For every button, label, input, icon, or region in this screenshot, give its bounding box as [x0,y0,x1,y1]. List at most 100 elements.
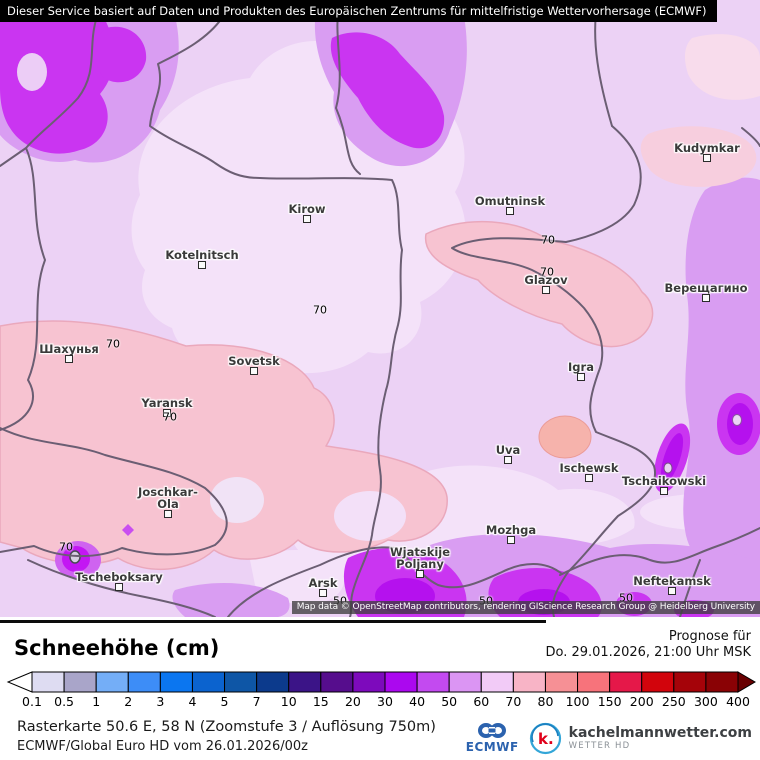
legend-tick-label: 150 [597,694,622,709]
city-marker [198,261,206,269]
legend-tick-label: 300 [693,694,718,709]
legend-tick-label: 50 [441,694,458,709]
contour-label: 70 [106,337,120,351]
contour-label: 70 [163,410,177,424]
legend-bar [6,671,756,693]
legend-cell [31,671,65,693]
map-parameters: Rasterkarte 50.6 E, 58 N (Zoomstufe 3 / … [17,719,436,735]
city-marker [702,294,710,302]
city-label: Шахунья [39,341,99,356]
city-marker [504,456,512,464]
legend-tick-label: 0.1 [22,694,42,709]
legend-cell [320,671,354,693]
purple-region-right [683,177,760,574]
city-label: Yaransk [141,395,193,410]
salmon-blob [538,415,592,459]
city-marker [163,409,171,417]
svg-text:k.: k. [538,730,554,748]
legend-labels: 0.1 0.5 1 2 3 4 5 7 10 15 20 30 40 50 60 70 80 100 150 200 2… [0,694,760,709]
legend-tick-label: 0.5 [54,694,75,709]
legend-tick-label: 1 [92,694,101,709]
logo-area: ECMWF k. kachelmannwetter.com WETTER HD [466,717,752,759]
pale-hole-center [334,491,406,541]
city-label: Sovetsk [228,353,280,368]
legend-tick-label: 80 [537,694,554,709]
legend-cell [384,671,418,693]
city-marker [668,587,676,595]
legend-tick-label: 3 [156,694,165,709]
magenta-topleft-2 [95,26,147,83]
legend-cell [673,671,707,693]
legend-tick-label: 7 [252,694,261,709]
legend-arrow-left [6,671,33,693]
legend-tick-label: 30 [377,694,393,709]
legend-cell [352,671,386,693]
brand-name: kachelmannwetter.com [568,724,752,741]
legend-cell [512,671,546,693]
legend-tick-label: 250 [661,694,686,709]
city-label: Ischewsk [559,460,619,475]
city-layer: Kirow Kotelnitsch Kudymkar Omutninsk Glazov В… [39,142,747,597]
city-label: Kirow [288,201,326,216]
city-marker [65,355,73,363]
legend-tick-label: 20 [344,694,361,709]
forecast-datetime: Do. 29.01.2026, 21:00 Uhr MSK [545,645,751,660]
legend-cell [288,671,322,693]
contour-label: 70 [541,233,555,247]
legend-cell [448,671,482,693]
city-marker [250,367,258,375]
pink-region-glazov-band [424,220,654,348]
legend-cell [480,671,514,693]
legend-tick-label: 200 [629,694,654,709]
city-marker [319,589,327,597]
contour-label: 70 [59,540,73,554]
city-marker [703,154,711,162]
magenta-right-edge-dot [732,414,742,426]
ecmwf-logo[interactable]: ECMWF [466,722,519,754]
city-marker [416,570,424,578]
legend-tick-label: 5 [220,694,229,709]
magenta-topcenter [330,32,445,149]
city-label: Omutninsk [474,193,546,208]
city-label: Glazov [524,272,568,287]
legend-cell [159,671,193,693]
city-label: Neftekamsk [633,573,711,588]
legend-cell [224,671,258,693]
legend-cell [63,671,97,693]
map-bottom-border [0,620,546,623]
legend-cell [705,671,739,693]
weather-map[interactable]: Kirow Kotelnitsch Kudymkar Omutninsk Glazov В… [0,0,760,617]
city-marker [660,487,668,495]
pink-region-corner [684,34,760,100]
legend-colorbar [0,671,760,693]
magenta-diamond-small [122,524,134,536]
contour-label: 70 [540,265,554,279]
magenta-tschaikowski-dot [663,462,673,474]
legend-tick-label: 60 [473,694,490,709]
legend-tick-label: 400 [726,694,750,709]
legend-cell [416,671,450,693]
city-label: Uva [495,442,521,457]
city-label: Wjatskije Poljany [389,545,451,571]
brand-subtitle: WETTER HD [568,740,631,751]
pink-region-kudymkar [640,126,757,187]
magenta-topleft [0,0,115,154]
city-label: Tscheboksary [75,569,163,584]
city-label: Mozhga [485,522,537,537]
legend-cell [544,671,579,693]
forecast-label: Prognose für [668,629,751,644]
contour-layer: 707070707070505050 [59,233,633,608]
legend-tick-label: 100 [565,694,590,709]
legend-title: Schneehöhe (cm) [14,636,220,660]
ecmwf-wordmark: ECMWF [465,740,519,754]
contour-label: 70 [313,303,327,317]
kachelmannwetter-logo[interactable]: k. kachelmannwetter.com WETTER HD [528,721,752,756]
city-label: Arsk [308,575,338,590]
snow-depth-layer [0,0,760,617]
legend-cell [127,671,161,693]
magenta-topleft-hole [17,53,47,91]
city-marker [303,215,311,223]
legend-cell [191,671,226,693]
city-label: Igra [568,359,594,374]
